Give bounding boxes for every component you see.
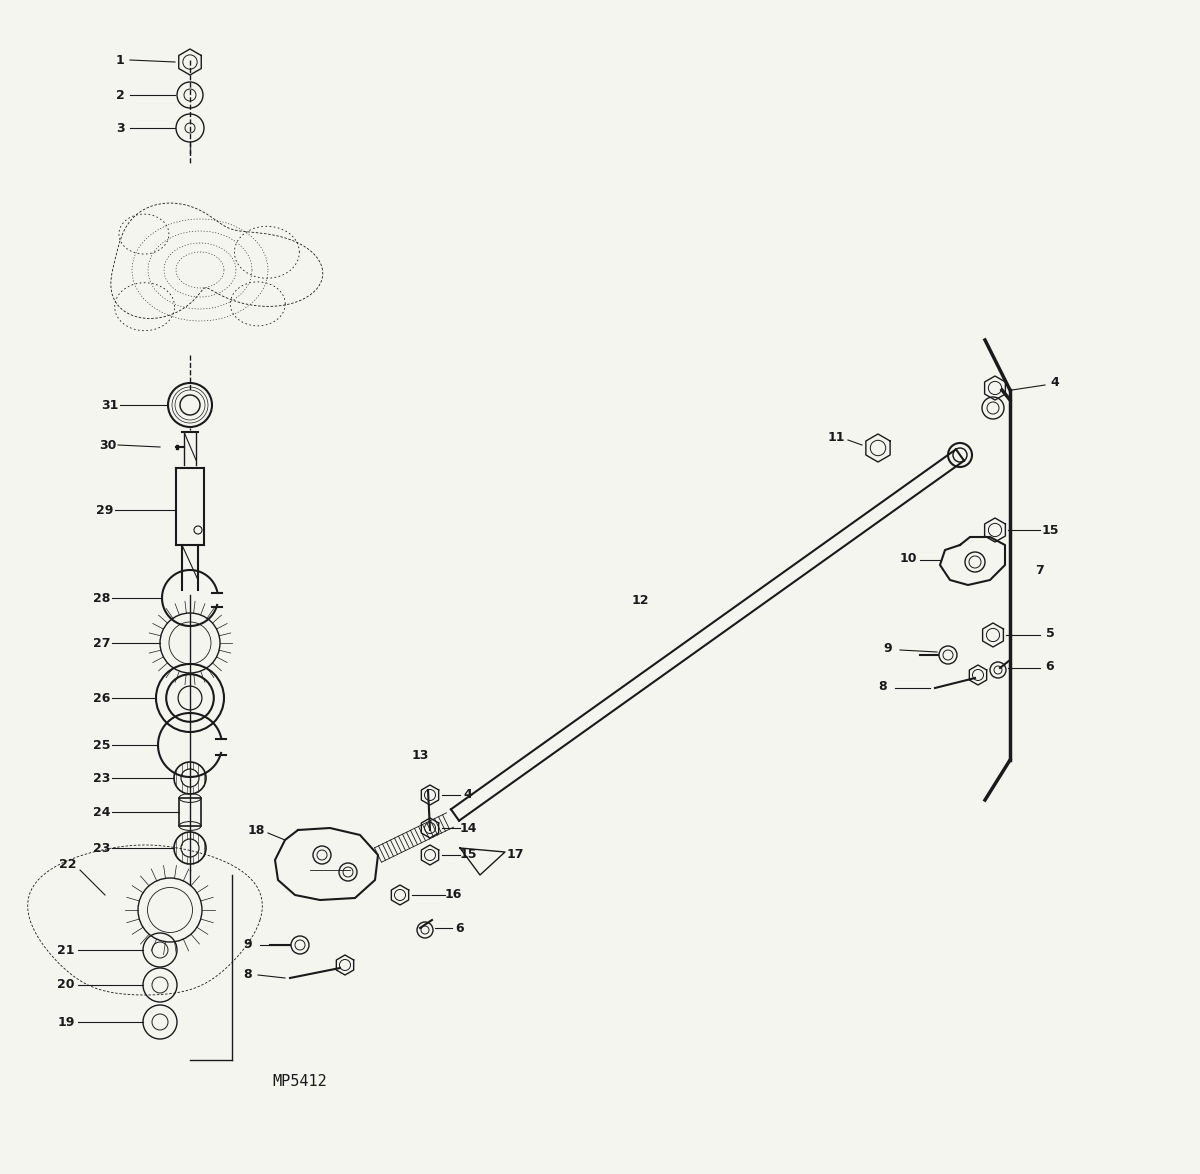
- Text: 29: 29: [96, 504, 114, 517]
- Text: 9: 9: [244, 938, 252, 951]
- Text: 6: 6: [456, 922, 464, 935]
- Text: 8: 8: [244, 969, 252, 981]
- Bar: [179, 798, 202, 826]
- Text: 27: 27: [94, 636, 110, 649]
- Text: 7: 7: [1036, 564, 1044, 576]
- Text: 28: 28: [94, 592, 110, 605]
- Text: 12: 12: [631, 594, 649, 607]
- Text: 23: 23: [94, 842, 110, 855]
- Text: 1: 1: [115, 54, 125, 67]
- Text: 13: 13: [412, 749, 428, 762]
- Text: 6: 6: [1045, 660, 1055, 673]
- Text: 17: 17: [506, 849, 523, 862]
- Text: 25: 25: [94, 738, 110, 751]
- Text: 22: 22: [59, 858, 77, 871]
- Text: 15: 15: [1042, 524, 1058, 537]
- Text: 31: 31: [101, 398, 119, 412]
- Text: 3: 3: [115, 121, 125, 135]
- Text: 4: 4: [1051, 376, 1060, 389]
- Text: 8: 8: [878, 680, 887, 693]
- Text: 14: 14: [460, 822, 476, 835]
- Text: 15: 15: [460, 849, 476, 862]
- Text: 10: 10: [899, 552, 917, 565]
- Text: 18: 18: [247, 823, 265, 837]
- Text: 4: 4: [463, 789, 473, 802]
- Text: 30: 30: [100, 439, 116, 452]
- Text: 9: 9: [883, 641, 893, 654]
- Text: 24: 24: [94, 805, 110, 818]
- Text: 23: 23: [94, 771, 110, 784]
- Text: 21: 21: [58, 944, 74, 957]
- Text: 5: 5: [1045, 627, 1055, 640]
- Text: 19: 19: [58, 1016, 74, 1028]
- Text: MP5412: MP5412: [272, 1074, 328, 1089]
- Text: 11: 11: [827, 431, 845, 444]
- Text: 20: 20: [58, 978, 74, 992]
- Text: 16: 16: [444, 889, 462, 902]
- Text: 2: 2: [115, 88, 125, 101]
- Text: 26: 26: [94, 691, 110, 704]
